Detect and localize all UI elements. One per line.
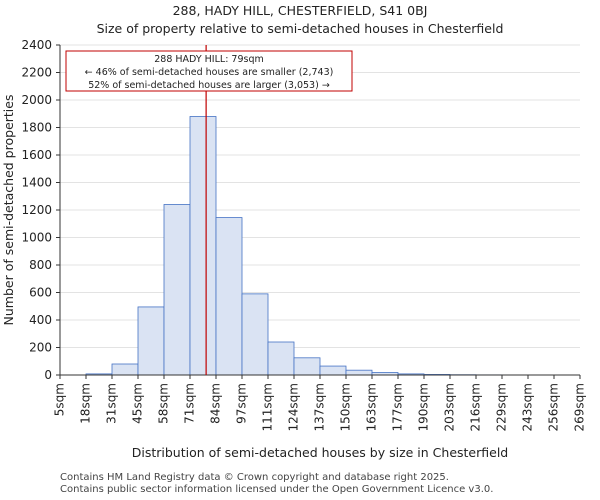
x-tick-label: 256sqm [547, 383, 561, 431]
x-tick-label: 137sqm [313, 383, 327, 431]
chart-title-subtitle: Size of property relative to semi-detach… [96, 21, 504, 36]
annotation-rect [65, 50, 353, 92]
x-tick-label: 229sqm [495, 383, 509, 431]
histogram-bar [163, 204, 191, 376]
x-ticks: 5sqm 18sqm 31sqm 45sqm 58sqm 71sqm 84sqm 97sqm 1… [53, 375, 587, 431]
footer-licence: Contains public sector information licen… [60, 484, 494, 495]
histogram-bar [241, 293, 269, 376]
footer-copyright: Contains HM Land Registry data © Crown c… [60, 472, 449, 483]
x-tick-label: 243sqm [521, 383, 535, 431]
y-tick-label: 0 [44, 368, 52, 382]
x-tick-label: 216sqm [469, 383, 483, 431]
histogram-bar [137, 306, 165, 376]
x-tick-label: 150sqm [339, 383, 353, 431]
x-tick-label: 18sqm [79, 383, 93, 424]
y-tick-label: 1800 [21, 121, 52, 135]
x-tick-label: 269sqm [573, 383, 587, 431]
histogram-bar [215, 217, 243, 376]
y-tick-label: 1200 [21, 203, 52, 217]
histogram-bar [293, 357, 321, 376]
x-tick-label: 71sqm [183, 383, 197, 424]
histogram-bar [267, 341, 295, 376]
y-tick-label: 2400 [21, 38, 52, 52]
x-axis-label: Distribution of semi-detached houses by … [132, 445, 508, 460]
histogram-bar [189, 116, 217, 376]
y-tick-label: 1400 [21, 176, 52, 190]
x-tick-label: 190sqm [417, 383, 431, 431]
y-tick-label: 2200 [21, 66, 52, 80]
x-tick-label: 203sqm [443, 383, 457, 431]
x-tick-label: 111sqm [261, 383, 275, 431]
bars [85, 116, 503, 376]
x-tick-label: 163sqm [365, 383, 379, 431]
chart-title-address: 288, HADY HILL, CHESTERFIELD, S41 0BJ [172, 3, 428, 18]
y-ticks: 0 200 400 600 800 1000 1200 1400 1600 1800 2000 220… [21, 38, 60, 382]
x-tick-label: 177sqm [391, 383, 405, 431]
y-axis-label: Number of semi-detached properties [1, 95, 16, 326]
x-tick-label: 45sqm [131, 383, 145, 424]
x-tick-label: 58sqm [157, 383, 171, 424]
y-tick-label: 800 [29, 258, 52, 272]
y-tick-label: 600 [29, 286, 52, 300]
annotation-line-1: 288 HADY HILL: 79sqm [154, 54, 264, 65]
x-tick-label: 84sqm [209, 383, 223, 424]
x-tick-label: 97sqm [235, 383, 249, 424]
x-tick-label: 31sqm [105, 383, 119, 424]
annotation-box: 288 HADY HILL: 79sqm ← 46% of semi-detac… [65, 50, 353, 92]
x-tick-label: 5sqm [53, 383, 67, 416]
y-tick-label: 200 [29, 341, 52, 355]
annotation-line-2: ← 46% of semi-detached houses are smalle… [85, 67, 334, 78]
histogram-bar [345, 369, 373, 376]
y-tick-label: 1600 [21, 148, 52, 162]
y-tick-label: 400 [29, 313, 52, 327]
histogram-bar [111, 363, 139, 376]
x-tick-label: 124sqm [287, 383, 301, 431]
histogram-bar [319, 365, 347, 376]
histogram-chart: 0 200 400 600 800 1000 1200 1400 1600 1800 2000 220… [1, 38, 587, 460]
y-tick-label: 1000 [21, 231, 52, 245]
annotation-line-3: 52% of semi-detached houses are larger (… [88, 80, 330, 91]
y-tick-label: 2000 [21, 93, 52, 107]
